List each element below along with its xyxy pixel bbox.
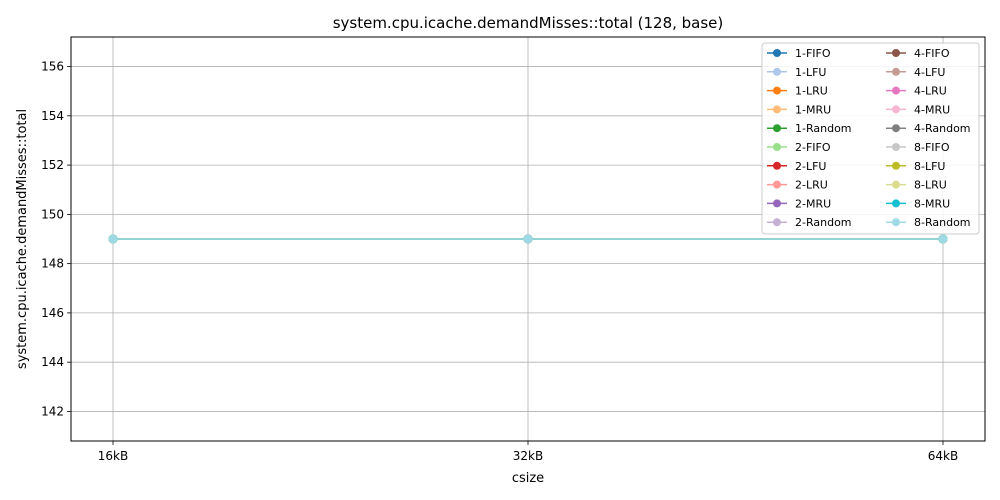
legend-swatch-marker — [892, 161, 900, 170]
legend-label: 2-LRU — [795, 179, 828, 192]
y-tick-label: 144 — [41, 355, 64, 369]
legend-swatch-marker — [773, 143, 781, 151]
legend-label: 2-FIFO — [795, 141, 831, 154]
legend-swatch-marker — [773, 218, 781, 227]
chart-title: system.cpu.icache.demandMisses::total (1… — [333, 14, 724, 32]
legend-label: 8-MRU — [914, 197, 950, 210]
legend-label: 1-LRU — [795, 85, 828, 98]
legend-label: 2-Random — [795, 216, 852, 229]
y-tick-label: 154 — [41, 109, 64, 123]
legend: 1-FIFO 1-LFU 1-LRU 1-MRU 1-Random 2-FIFO 2-LFU… — [761, 42, 980, 235]
tick-layer: 16kB 32kB 64kB 142 144 146 148 150 152 154 156 — [41, 60, 958, 463]
legend-swatch-marker — [892, 218, 900, 227]
legend-swatch-marker — [773, 180, 781, 189]
legend-label: 8-LFU — [914, 160, 945, 173]
legend-label: 4-MRU — [914, 103, 950, 116]
y-tick-label: 152 — [41, 158, 64, 172]
legend-label: 1-Random — [795, 122, 852, 135]
legend-label: 1-MRU — [795, 103, 831, 116]
legend-label: 1-FIFO — [795, 47, 831, 60]
legend-swatch-marker — [892, 67, 900, 76]
legend-swatch-marker — [773, 124, 781, 133]
series-marker — [523, 234, 533, 244]
y-axis-label: system.cpu.icache.demandMisses::total — [15, 109, 30, 369]
y-tick-label: 150 — [41, 207, 64, 221]
legend-label: 8-FIFO — [914, 141, 950, 154]
legend-swatch-marker — [892, 124, 900, 133]
x-tick-label: 16kB — [98, 449, 128, 463]
legend-label: 8-Random — [914, 216, 971, 229]
legend-swatch-marker — [773, 67, 781, 76]
legend-label: 4-LFU — [914, 66, 945, 79]
legend-swatch-marker — [892, 86, 900, 95]
legend-swatch-marker — [892, 180, 900, 189]
legend-swatch-marker — [892, 105, 900, 114]
legend-label: 2-MRU — [795, 197, 831, 210]
legend-label: 8-LRU — [914, 179, 947, 192]
legend-swatch-marker — [892, 143, 900, 151]
legend-label: 4-FIFO — [914, 47, 950, 60]
legend-swatch-marker — [892, 199, 900, 208]
legend-swatch-marker — [773, 86, 781, 95]
legend-swatch-marker — [773, 105, 781, 114]
legend-swatch-marker — [773, 49, 781, 57]
x-tick-label: 64kB — [928, 449, 958, 463]
series-marker — [108, 234, 118, 244]
x-axis-label: csize — [512, 471, 544, 486]
x-tick-label: 32kB — [513, 449, 543, 463]
y-tick-label: 148 — [41, 257, 64, 271]
legend-swatch-marker — [892, 49, 900, 57]
legend-label: 2-LFU — [795, 160, 826, 173]
legend-swatch-marker — [773, 199, 781, 208]
y-tick-label: 156 — [41, 60, 64, 74]
y-tick-label: 142 — [41, 404, 64, 418]
legend-label: 4-Random — [914, 122, 971, 135]
legend-label: 4-LRU — [914, 85, 947, 98]
series-marker — [938, 234, 948, 244]
series-layer — [108, 234, 948, 244]
legend-box — [761, 42, 980, 235]
legend-swatch-marker — [773, 161, 781, 170]
y-tick-label: 146 — [41, 306, 64, 320]
legend-label: 1-LFU — [795, 66, 826, 79]
